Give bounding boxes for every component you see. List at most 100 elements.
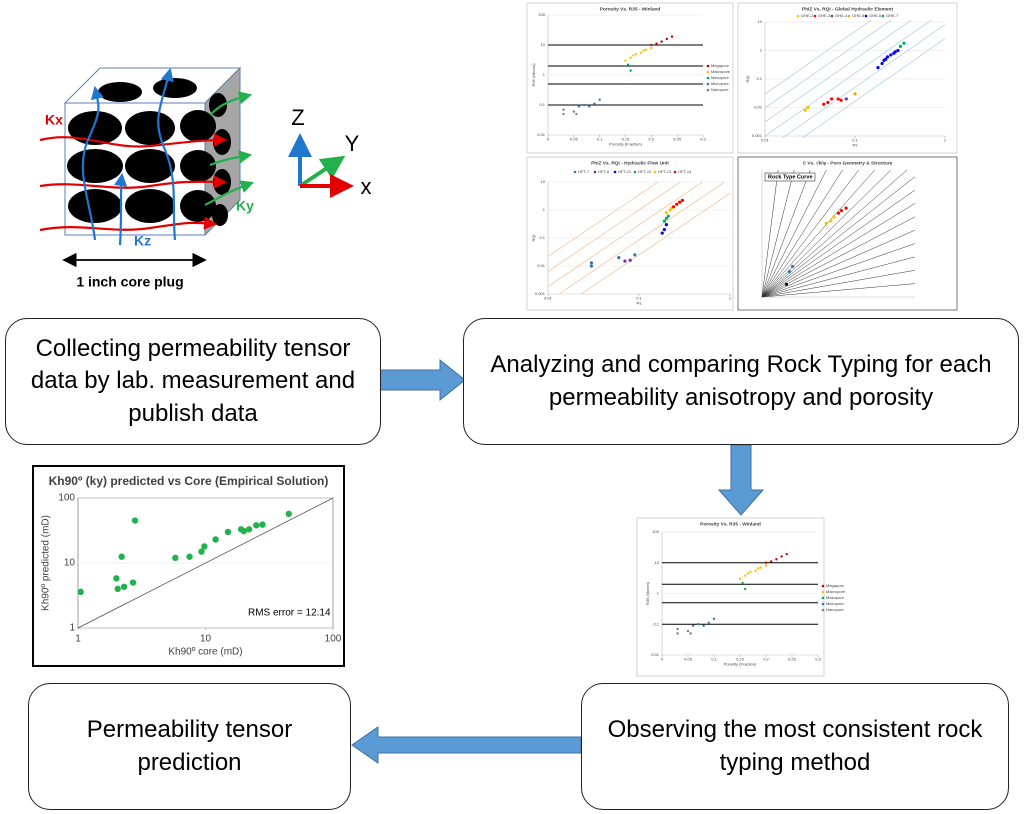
legend-marker — [653, 170, 657, 174]
data-point — [201, 543, 208, 550]
grains — [67, 78, 231, 226]
step-box: Collecting permeability tensor data by l… — [5, 318, 381, 445]
data-point — [633, 253, 637, 257]
reference-line — [765, 20, 912, 123]
reference-line — [761, 169, 779, 298]
x-tick-label: 0.3 — [815, 656, 821, 661]
legend-label: GHE-3 — [818, 13, 831, 18]
data-point — [632, 54, 635, 57]
y-tick-label: 0.1 — [756, 76, 762, 81]
legend-marker — [830, 14, 834, 18]
y-label: Y — [345, 131, 360, 156]
y-axis-label: R35 (Micron) — [531, 63, 536, 87]
data-point — [624, 59, 627, 62]
x-tick-label: 0 — [547, 136, 550, 141]
chart: C Vs. √k/φ - Poro Geometry & Structure Ro… — [737, 156, 958, 311]
y-tick-label: 10 — [64, 558, 76, 569]
x-tick-label: 1 — [75, 634, 81, 645]
data-point — [692, 624, 695, 627]
data-point — [749, 570, 752, 574]
legend-marker — [881, 14, 885, 18]
legend-label: Megapore — [826, 583, 845, 588]
data-point — [676, 632, 679, 635]
reference-line — [761, 169, 875, 298]
data-point — [593, 102, 596, 105]
x-tick-label: 0.15 — [622, 136, 631, 141]
legend-marker — [847, 14, 851, 18]
data-point — [629, 56, 632, 59]
data-point — [764, 561, 768, 564]
arrow-right — [379, 358, 466, 402]
data-point — [829, 219, 833, 223]
chart: Porosity Vs. R35 - Winland 0.01 0.1 1 10 100 0… — [526, 2, 734, 154]
legend-marker — [706, 76, 710, 80]
legend-marker — [706, 70, 710, 74]
x-tick-label: 0.15 — [736, 656, 745, 661]
reference-line — [761, 176, 916, 298]
legend-marker — [633, 170, 637, 174]
data-point — [775, 558, 778, 561]
z-label: Z — [291, 105, 304, 130]
reference-line — [548, 182, 703, 287]
data-point — [623, 259, 627, 263]
data-point — [784, 282, 789, 286]
reference-line — [761, 243, 916, 298]
data-point — [830, 97, 834, 101]
x-tick-label: 0.1 — [711, 656, 717, 661]
y-tick-label: 0.01 — [537, 132, 546, 137]
data-point — [626, 63, 630, 66]
legend-label: GHE-6 — [869, 13, 882, 18]
data-point — [655, 42, 658, 45]
reference-line — [801, 38, 945, 138]
legend-label: HFT-13 — [658, 169, 672, 174]
data-point — [589, 261, 594, 265]
data-point — [668, 208, 672, 212]
data-point — [832, 215, 836, 219]
x-tick-label: 100 — [325, 634, 342, 645]
x-axis-label: Porosity (Fraction) — [724, 662, 757, 667]
data-point — [680, 198, 685, 203]
data-point — [671, 205, 676, 209]
data-point — [787, 270, 792, 274]
x-tick-label: 0.05 — [684, 656, 693, 661]
legend-label: HFT-7 — [578, 169, 590, 174]
x-tick-label: 0.01 — [544, 295, 553, 300]
annotation: RMS error = 12.14 — [248, 608, 331, 619]
data-point — [575, 112, 578, 116]
data-point — [562, 112, 565, 116]
data-point — [186, 553, 193, 560]
kx-label: Kx — [45, 112, 63, 128]
chart-frame — [737, 2, 958, 154]
data-point — [686, 629, 690, 633]
chart: PhiZ Vs. RQI - Hydraulic Flow Unit0.0010… — [526, 156, 734, 311]
chart-title: C Vs. √k/φ - Poro Geometry & Structure — [803, 160, 893, 166]
x-tick-label: 0.25 — [788, 656, 797, 661]
legend-marker — [613, 170, 617, 174]
x-tick-label: 0.1 — [852, 137, 858, 142]
axes-icon: Z Y x — [288, 105, 372, 199]
core-plug: Kx Ky Kz 1 inch core plug — [39, 66, 255, 290]
y-tick-label: 10 — [655, 560, 660, 565]
y-axis-label: Kh90º predicted (mD) — [41, 515, 52, 611]
flow-lines — [39, 67, 255, 246]
data-point — [803, 108, 807, 112]
data-point — [245, 526, 253, 533]
y-tick-label: 10 — [541, 42, 546, 47]
chart-title: Kh90º (ky) predicted vs Core (Empirical … — [49, 474, 329, 488]
data-point — [666, 214, 670, 218]
data-point — [664, 223, 668, 227]
legend-marker — [573, 170, 577, 174]
identity-line — [77, 497, 334, 629]
reference-line — [761, 203, 916, 298]
data-point — [562, 108, 565, 111]
legend-marker — [821, 590, 825, 594]
reference-line — [761, 169, 827, 298]
data-point — [259, 521, 266, 528]
data-point — [670, 35, 674, 38]
data-point — [744, 574, 747, 577]
data-point — [889, 53, 893, 57]
legend-label: HFT-14 — [678, 169, 692, 174]
reference-line — [765, 20, 892, 109]
data-point — [806, 105, 810, 110]
chart: Kh90º (ky) predicted vs Core (Empirical … — [32, 465, 345, 667]
